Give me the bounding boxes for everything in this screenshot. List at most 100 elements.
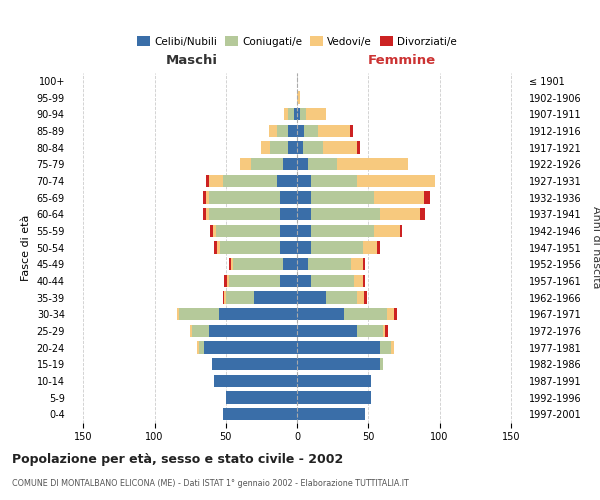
- Bar: [311, 174, 357, 187]
- Bar: [303, 141, 323, 154]
- Bar: [351, 258, 362, 270]
- Bar: [270, 141, 289, 154]
- Bar: [362, 242, 377, 254]
- Bar: [311, 274, 354, 287]
- Bar: [289, 141, 297, 154]
- Bar: [289, 124, 297, 137]
- Bar: [297, 391, 371, 404]
- Bar: [294, 108, 297, 120]
- Bar: [350, 124, 353, 137]
- Bar: [297, 324, 357, 337]
- Text: Popolazione per età, sesso e stato civile - 2002: Popolazione per età, sesso e stato civil…: [12, 452, 343, 466]
- Bar: [199, 341, 205, 354]
- Bar: [357, 324, 383, 337]
- Bar: [377, 242, 380, 254]
- Bar: [283, 158, 297, 170]
- Text: Maschi: Maschi: [166, 54, 218, 68]
- Bar: [197, 341, 199, 354]
- Bar: [383, 324, 385, 337]
- Bar: [277, 174, 297, 187]
- Y-axis label: Anni di nascita: Anni di nascita: [592, 206, 600, 289]
- Bar: [224, 274, 227, 287]
- Bar: [424, 191, 430, 204]
- Bar: [357, 141, 360, 154]
- Bar: [280, 208, 297, 220]
- Bar: [223, 174, 277, 187]
- Text: COMUNE DI MONTALBANO ELICONA (ME) - Dati ISTAT 1° gennaio 2002 - Elaborazione TU: COMUNE DI MONTALBANO ELICONA (ME) - Dati…: [12, 479, 409, 488]
- Bar: [304, 124, 319, 137]
- Bar: [311, 242, 362, 254]
- Bar: [354, 274, 362, 287]
- Bar: [400, 224, 403, 237]
- Bar: [283, 258, 297, 270]
- Y-axis label: Fasce di età: Fasce di età: [21, 214, 31, 280]
- Bar: [226, 291, 254, 304]
- Bar: [214, 242, 217, 254]
- Bar: [205, 341, 297, 354]
- Bar: [391, 341, 394, 354]
- Bar: [280, 224, 297, 237]
- Bar: [209, 191, 280, 204]
- Bar: [203, 191, 206, 204]
- Bar: [223, 408, 297, 420]
- Bar: [344, 308, 387, 320]
- Bar: [284, 108, 289, 120]
- Bar: [297, 408, 365, 420]
- Bar: [362, 258, 365, 270]
- Bar: [254, 291, 297, 304]
- Bar: [357, 291, 364, 304]
- Bar: [311, 191, 374, 204]
- Bar: [209, 324, 297, 337]
- Bar: [297, 224, 311, 237]
- Bar: [297, 358, 380, 370]
- Bar: [224, 291, 226, 304]
- Bar: [305, 108, 325, 120]
- Bar: [297, 242, 311, 254]
- Bar: [289, 108, 294, 120]
- Bar: [297, 158, 308, 170]
- Bar: [297, 191, 311, 204]
- Bar: [380, 208, 419, 220]
- Bar: [213, 224, 216, 237]
- Bar: [297, 308, 344, 320]
- Bar: [206, 208, 209, 220]
- Bar: [240, 158, 251, 170]
- Bar: [297, 108, 300, 120]
- Bar: [297, 174, 311, 187]
- Bar: [385, 324, 388, 337]
- Bar: [308, 158, 337, 170]
- Bar: [280, 191, 297, 204]
- Bar: [297, 124, 304, 137]
- Bar: [380, 358, 383, 370]
- Bar: [297, 258, 308, 270]
- Bar: [280, 242, 297, 254]
- Bar: [357, 174, 435, 187]
- Bar: [220, 242, 280, 254]
- Bar: [374, 191, 424, 204]
- Bar: [280, 274, 297, 287]
- Bar: [380, 341, 391, 354]
- Bar: [311, 208, 380, 220]
- Bar: [216, 224, 280, 237]
- Bar: [297, 141, 303, 154]
- Bar: [269, 124, 277, 137]
- Bar: [325, 291, 357, 304]
- Bar: [297, 274, 311, 287]
- Text: Femmine: Femmine: [368, 54, 436, 68]
- Bar: [227, 274, 229, 287]
- Bar: [277, 124, 289, 137]
- Bar: [323, 141, 357, 154]
- Bar: [212, 358, 297, 370]
- Bar: [223, 291, 224, 304]
- Bar: [229, 274, 280, 287]
- Bar: [374, 224, 400, 237]
- Bar: [337, 158, 408, 170]
- Bar: [217, 242, 220, 254]
- Bar: [232, 258, 233, 270]
- Bar: [297, 374, 371, 387]
- Bar: [178, 308, 179, 320]
- Bar: [233, 258, 283, 270]
- Bar: [190, 324, 191, 337]
- Bar: [311, 224, 374, 237]
- Legend: Celibi/Nubili, Coniugati/e, Vedovi/e, Divorziati/e: Celibi/Nubili, Coniugati/e, Vedovi/e, Di…: [133, 32, 461, 51]
